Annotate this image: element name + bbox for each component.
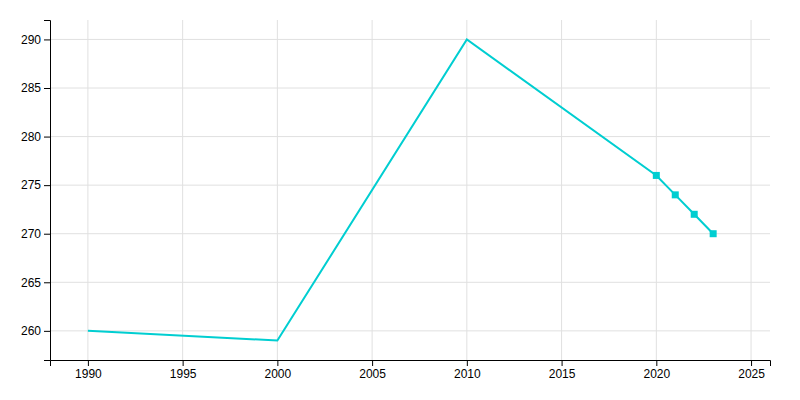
tick-mark [44,185,50,186]
tick-label: 2015 [549,367,576,381]
grid-line [87,20,88,360]
grid-line [50,39,770,40]
grid-line [561,20,562,360]
tick: 2025 [738,360,765,381]
tick: 2000 [265,360,292,381]
grid [50,20,770,360]
tick-mark [44,282,50,283]
grid-line [751,20,752,360]
axis-line [51,361,771,367]
tick: 265 [21,276,50,290]
tick-label: 290 [21,33,41,47]
marks [88,39,717,340]
tick-label: 270 [21,227,41,241]
tick-mark [562,360,563,366]
grid-line [50,136,770,137]
tick: 290 [21,33,50,47]
marker [691,211,698,218]
grid-line [277,20,278,360]
tick-mark [372,360,373,366]
tick: 2010 [454,360,481,381]
tick: 285 [21,81,50,95]
tick-mark [44,331,50,332]
grid-line [50,88,770,89]
tick: 1990 [75,360,102,381]
grid-line [50,330,770,331]
tick-mark [44,234,50,235]
tick: 2015 [549,360,576,381]
grid-line [50,185,770,186]
grid-line [656,20,657,360]
tick-mark [44,88,50,89]
tick-label: 2020 [643,367,670,381]
tick-label: 1995 [170,367,197,381]
tick-label: 260 [21,324,41,338]
marker [653,172,660,179]
tick-mark [44,137,50,138]
tick-label: 280 [21,130,41,144]
y-axis: 260 265 270 275 280 285 290 [21,21,51,361]
tick-label: 265 [21,276,41,290]
marker [710,230,717,237]
tick: 1995 [170,360,197,381]
tick: 280 [21,130,50,144]
plot: 1990 1995 2000 2005 2010 2015 2020 2025 260 265 27… [21,20,771,381]
line [88,39,713,340]
tick-label: 1990 [75,367,102,381]
grid-line [50,282,770,283]
tick-mark [467,360,468,366]
tick-mark [88,360,89,366]
grid-line [50,233,770,234]
tick-mark [183,360,184,366]
tick-label: 275 [21,178,41,192]
axis-line [44,21,51,361]
chart: 1990 1995 2000 2005 2010 2015 2020 2025 260 265 27… [0,0,800,400]
tick-mark [751,360,752,366]
tick-label: 2000 [265,367,292,381]
tick: 2020 [643,360,670,381]
grid-line [466,20,467,360]
tick-label: 2010 [454,367,481,381]
tick-label: 2005 [359,367,386,381]
tick-label: 285 [21,81,41,95]
tick-label: 2025 [738,367,765,381]
tick: 270 [21,227,50,241]
marker [672,191,679,198]
tick-mark [44,39,50,40]
tick-mark [656,360,657,366]
x-axis: 1990 1995 2000 2005 2010 2015 2020 2025 [51,360,771,381]
grid-line [182,20,183,360]
tick: 260 [21,324,50,338]
tick-mark [277,360,278,366]
tick: 275 [21,178,50,192]
tick: 2005 [359,360,386,381]
